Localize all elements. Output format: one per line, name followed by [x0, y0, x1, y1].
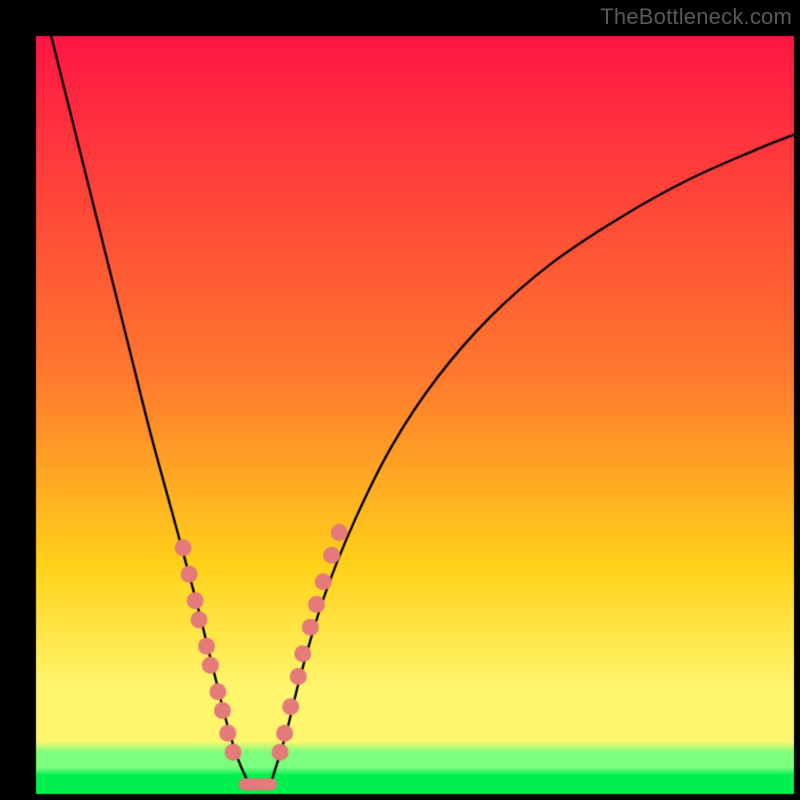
watermark-text: TheBottleneck.com	[600, 4, 792, 30]
bottleneck-chart-canvas	[0, 0, 800, 800]
chart-stage: TheBottleneck.com	[0, 0, 800, 800]
chart-canvas-wrap	[0, 0, 800, 800]
